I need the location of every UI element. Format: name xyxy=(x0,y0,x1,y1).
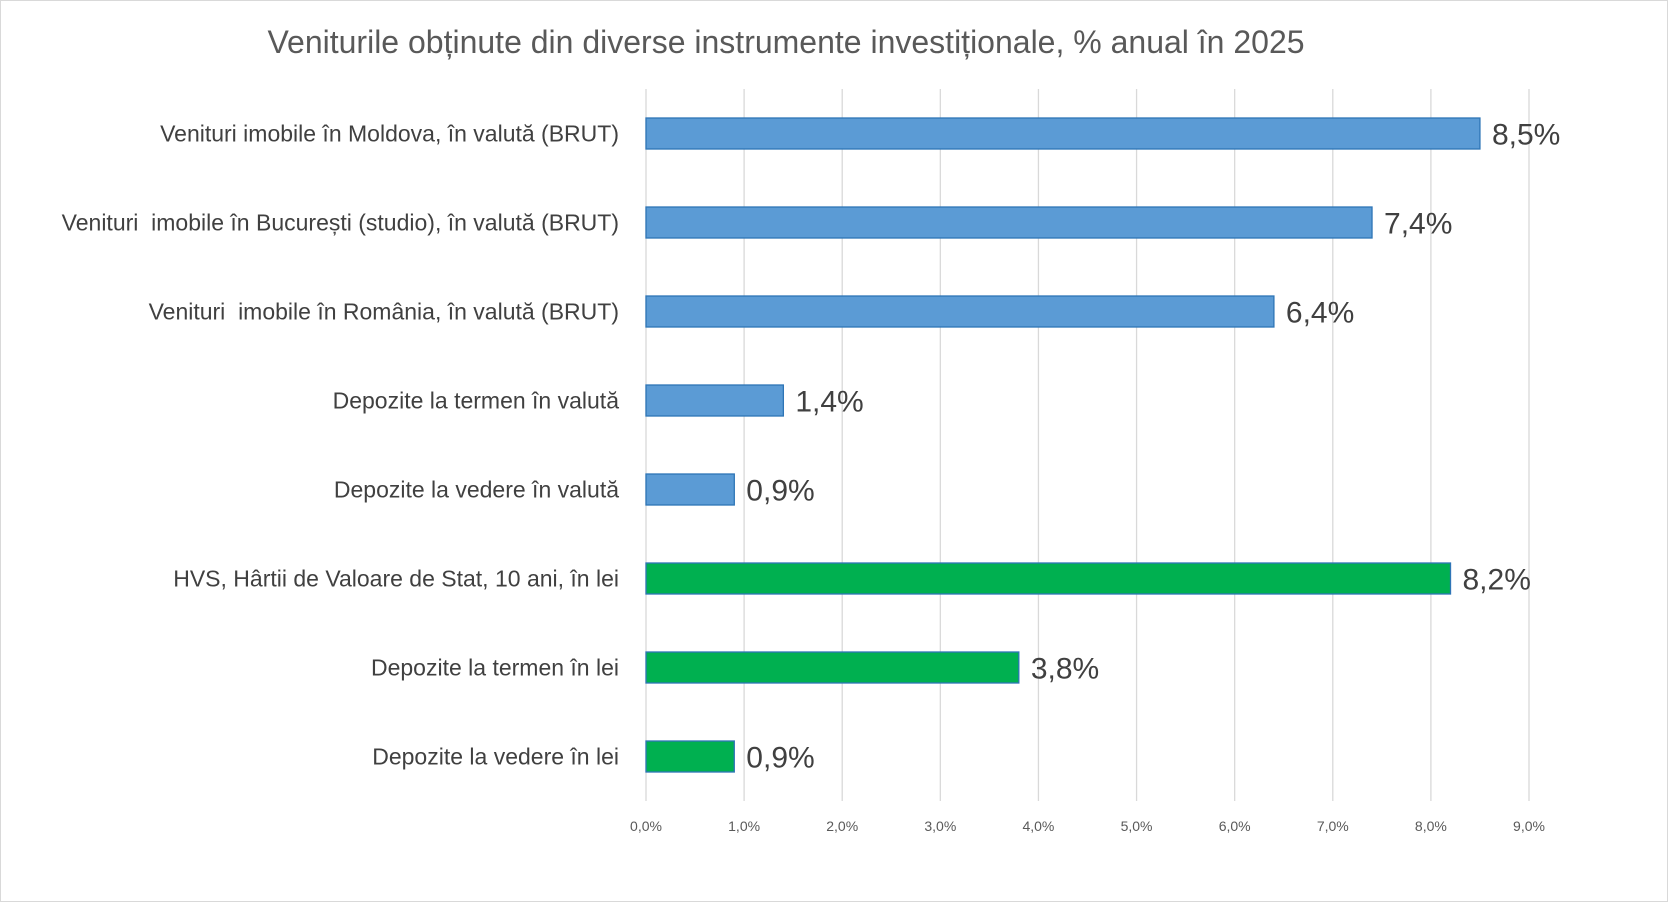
category-labels: Venituri imobile în Moldova, în valută (… xyxy=(62,121,620,770)
data-label: 1,4% xyxy=(795,386,863,419)
category-label: Depozite la termen în lei xyxy=(371,655,619,681)
data-label: 6,4% xyxy=(1286,297,1354,330)
bars xyxy=(645,117,1481,773)
x-tick-label: 2,0% xyxy=(826,818,858,834)
bar xyxy=(645,384,785,417)
x-tick-label: 3,0% xyxy=(924,818,956,834)
data-label: 8,2% xyxy=(1463,564,1531,597)
category-label: Depozite la vedere în valută xyxy=(334,477,619,503)
bar xyxy=(645,206,1373,239)
bar xyxy=(645,740,735,773)
data-labels: 8,5% 7,4% 6,4% 1,4% 0,9% 8,2% 3,8% 0,9% xyxy=(746,119,1560,775)
x-tick-label: 1,0% xyxy=(728,818,760,834)
x-tick-label: 8,0% xyxy=(1415,818,1447,834)
bar xyxy=(645,473,735,506)
category-label: Venituri imobile în România, în valută (… xyxy=(149,299,619,325)
chart-title: Veniturile obținute din diverse instrume… xyxy=(267,24,1304,60)
bar xyxy=(645,117,1481,150)
x-tick-label: 7,0% xyxy=(1317,818,1349,834)
category-label: Depozite la termen în valută xyxy=(333,388,620,414)
category-label: Venituri imobile în Moldova, în valută (… xyxy=(160,121,619,147)
bar xyxy=(645,295,1275,328)
category-label: Venituri imobile în București (studio), … xyxy=(62,210,619,236)
gridlines xyxy=(645,89,1530,801)
x-tick-label: 9,0% xyxy=(1513,818,1545,834)
x-tick-label: 6,0% xyxy=(1219,818,1251,834)
data-label: 0,9% xyxy=(746,742,814,775)
category-label: Depozite la vedere în lei xyxy=(372,744,619,770)
category-label: HVS, Hârtii de Valoare de Stat, 10 ani, … xyxy=(173,566,619,592)
bar xyxy=(645,562,1452,595)
bar xyxy=(645,651,1020,684)
x-tick-label: 0,0% xyxy=(630,818,662,834)
data-label: 7,4% xyxy=(1384,208,1452,241)
x-tick-label: 4,0% xyxy=(1022,818,1054,834)
data-label: 8,5% xyxy=(1492,119,1560,152)
data-label: 3,8% xyxy=(1031,653,1099,686)
x-tick-label: 5,0% xyxy=(1121,818,1153,834)
x-tick-labels: 0,0% 1,0% 2,0% 3,0% 4,0% 5,0% 6,0% 7,0% 8,0% 9,0% xyxy=(630,818,1545,834)
data-label: 0,9% xyxy=(746,475,814,508)
